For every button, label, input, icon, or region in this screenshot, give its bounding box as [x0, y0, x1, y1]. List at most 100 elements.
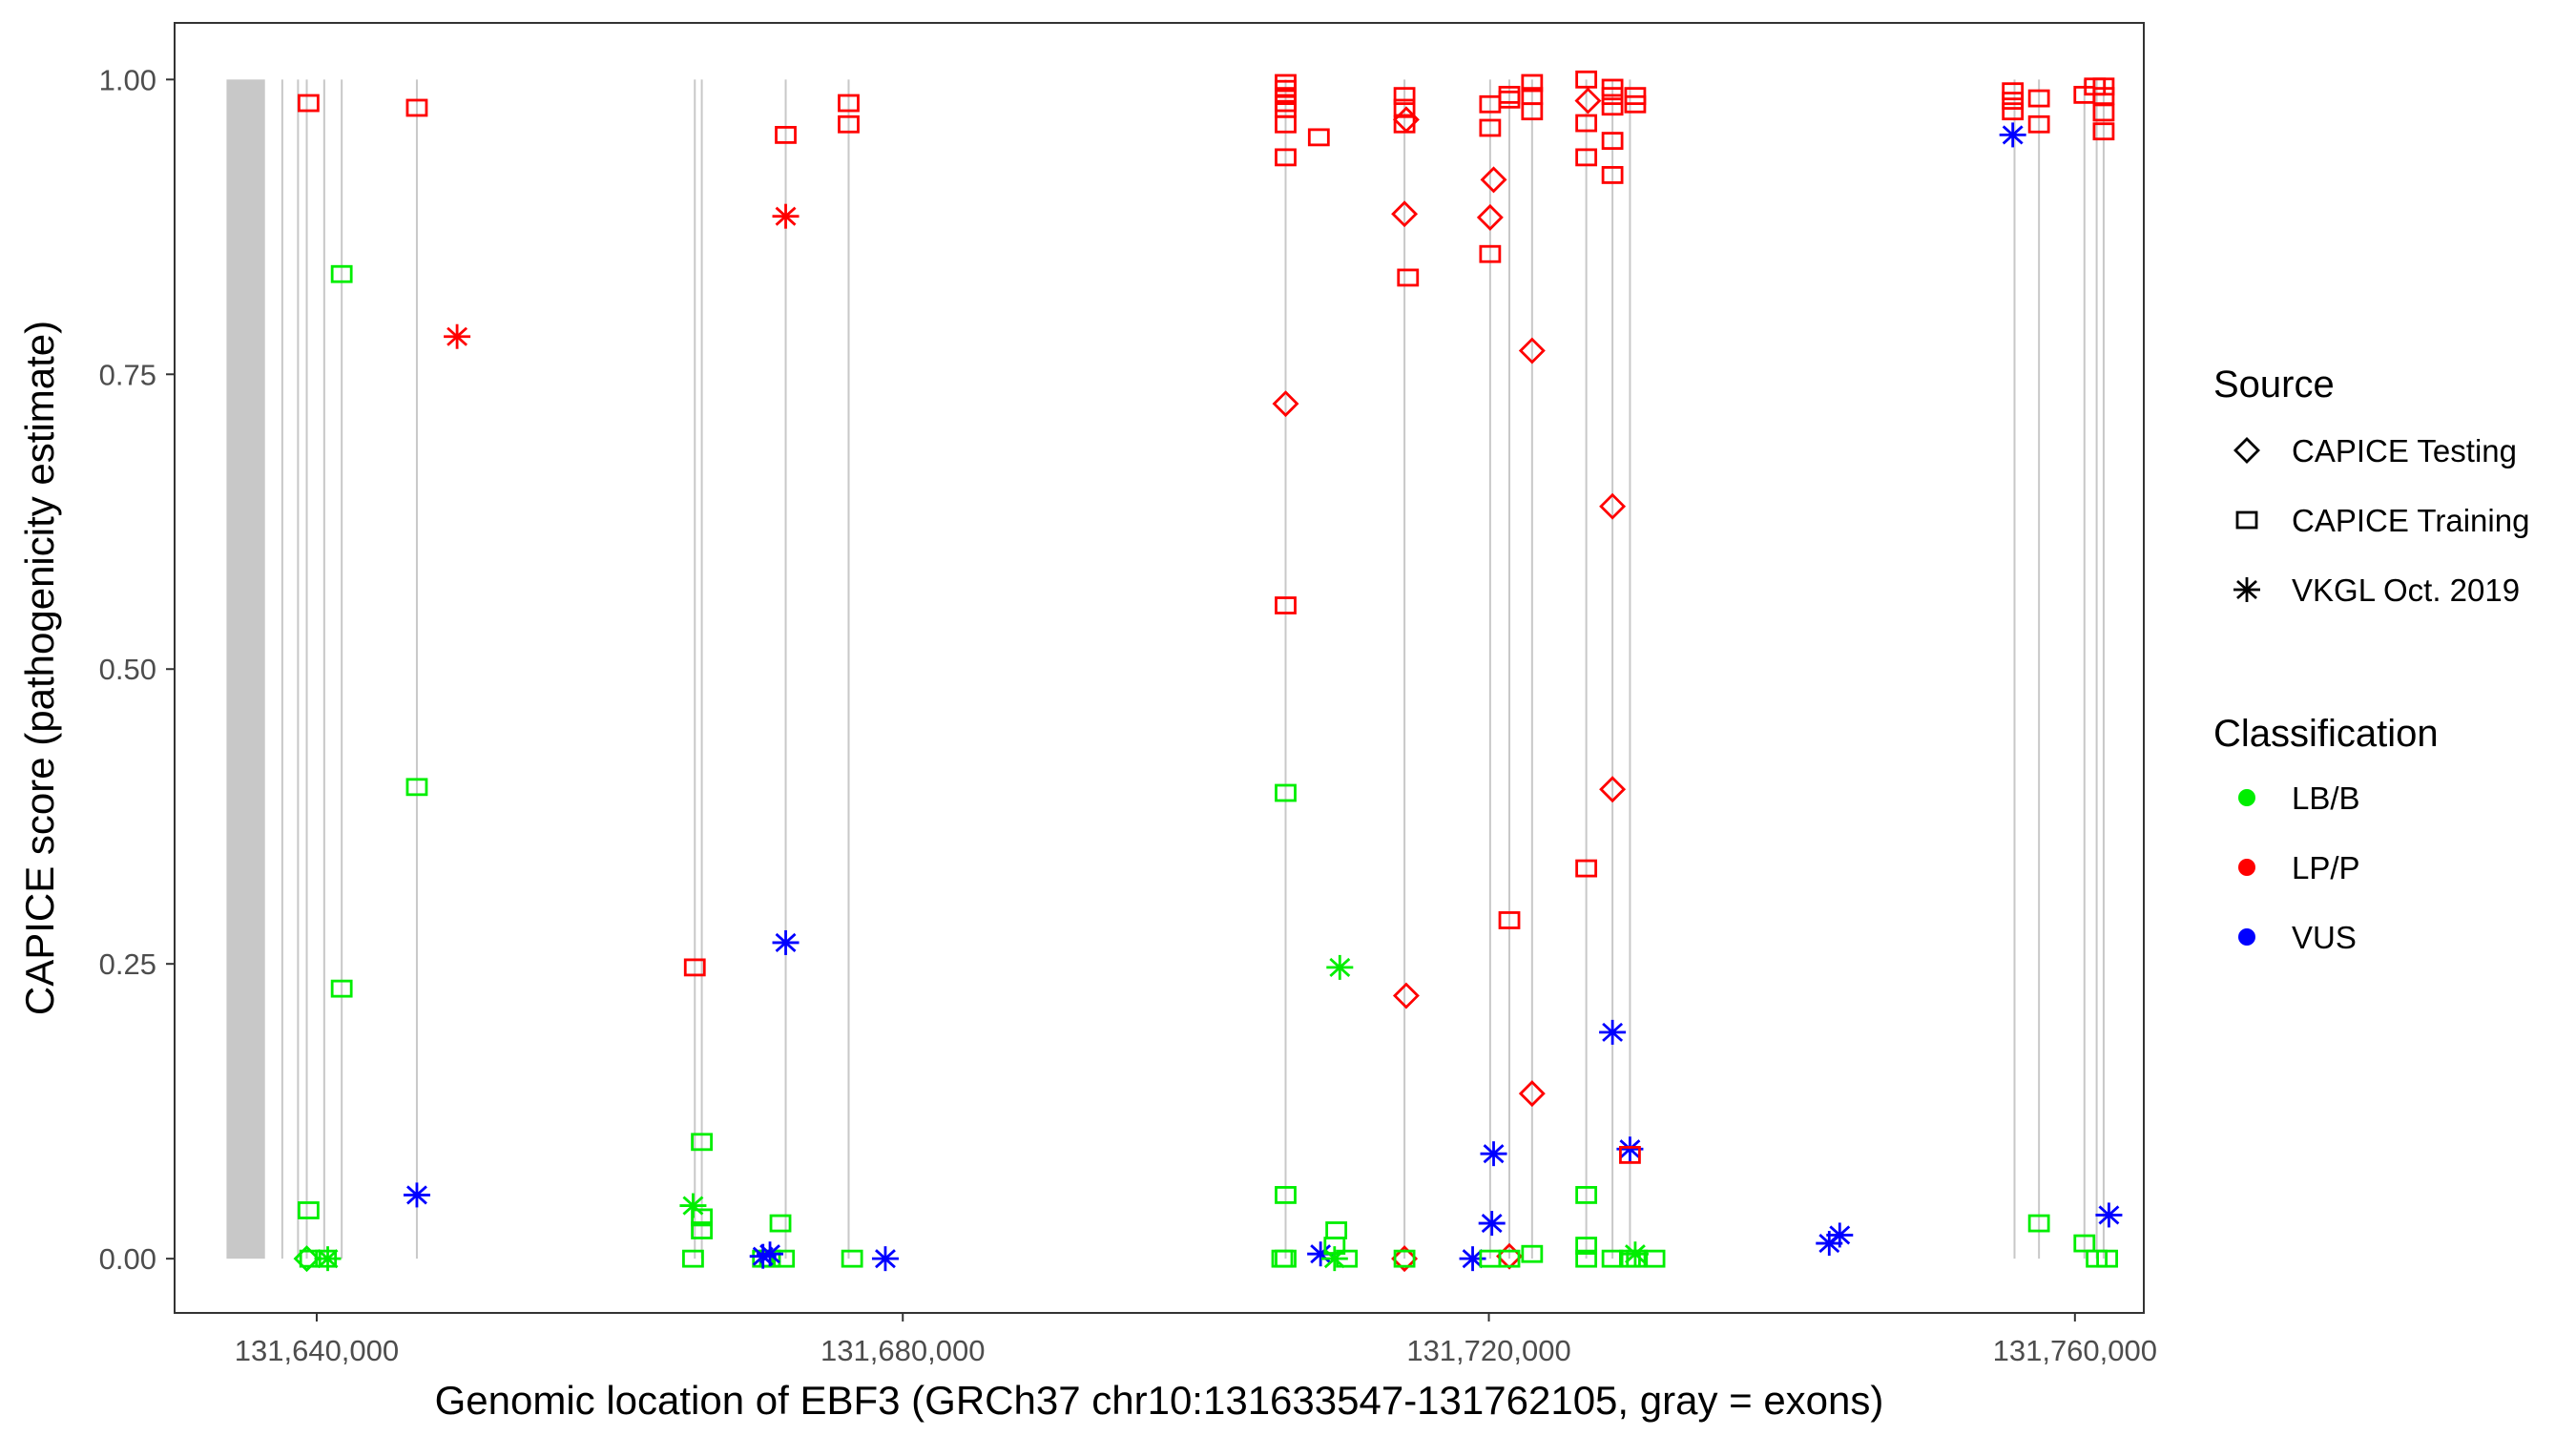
- data-point-training: [330, 979, 353, 998]
- data-point-vkgl: [1459, 1246, 1486, 1272]
- data-point-training: [1275, 114, 1297, 134]
- legend-item-label: CAPICE Training: [2292, 503, 2529, 538]
- data-point-testing: [1518, 337, 1546, 364]
- x-axis-title: Genomic location of EBF3 (GRCh37 chr10:1…: [435, 1378, 1884, 1423]
- data-point-training: [1393, 1249, 1416, 1268]
- data-point-training: [405, 98, 428, 117]
- data-point-testing: [1599, 492, 1627, 520]
- data-point-training: [1601, 87, 1624, 106]
- data-point-vkgl: [1599, 1019, 1627, 1045]
- y-tick-label: 0.00: [99, 1242, 156, 1276]
- data-point-testing: [1392, 982, 1420, 1009]
- data-point-training: [1619, 1249, 1641, 1268]
- data-point-testing: [1272, 390, 1299, 418]
- data-point-vkgl: [444, 323, 471, 349]
- data-point-training: [2092, 103, 2115, 122]
- data-point-testing: [1574, 87, 1602, 114]
- y-tick-label: 0.75: [99, 358, 156, 391]
- data-point-training: [1575, 114, 1598, 133]
- data-point-training: [1521, 102, 1544, 121]
- data-point-training: [1624, 94, 1647, 114]
- data-point-training: [1601, 1249, 1624, 1268]
- data-point-training: [1498, 911, 1521, 929]
- data-point-training: [683, 958, 706, 977]
- data-point-training: [2027, 114, 2050, 134]
- data-point-training: [2002, 82, 2025, 101]
- legend-asterisk-icon: [2233, 577, 2260, 602]
- data-point-training: [691, 1221, 713, 1239]
- data-point-training: [2073, 1234, 2096, 1253]
- x-tick-label: 131,640,000: [235, 1334, 399, 1367]
- data-point-testing: [1391, 1245, 1419, 1273]
- data-point-vkgl: [772, 929, 800, 955]
- data-point-testing: [1392, 106, 1420, 134]
- data-point-training: [1275, 783, 1297, 802]
- data-point-training: [1498, 90, 1521, 109]
- data-point-training: [1275, 148, 1297, 167]
- data-point-training: [838, 94, 860, 113]
- x-tick-label: 131,680,000: [821, 1334, 985, 1367]
- data-point-training: [1275, 596, 1297, 614]
- data-point-training: [1271, 1249, 1294, 1268]
- data-point-training: [838, 114, 860, 134]
- data-point-vkgl: [1826, 1222, 1854, 1248]
- data-point-training: [1479, 118, 1502, 137]
- data-point-vkgl: [1999, 122, 2026, 148]
- data-point-vkgl: [2095, 1202, 2123, 1228]
- y-axis-title: CAPICE score (pathogenicity estimate): [17, 321, 62, 1015]
- data-point-training: [1393, 87, 1416, 106]
- data-point-training: [1575, 1186, 1598, 1204]
- data-point-training: [405, 778, 428, 797]
- data-point-vkgl: [679, 1193, 707, 1218]
- data-points: [293, 70, 2123, 1273]
- data-point-vkgl: [871, 1246, 899, 1272]
- data-point-training: [1643, 1249, 1666, 1268]
- data-point-vkgl: [1326, 954, 1354, 980]
- data-point-training: [330, 264, 353, 283]
- data-point-vkgl: [403, 1182, 430, 1208]
- y-tick-label: 0.25: [99, 947, 156, 981]
- legend-item-label: CAPICE Testing: [2292, 433, 2517, 468]
- data-point-training: [691, 1208, 713, 1227]
- data-point-training: [1479, 244, 1502, 263]
- y-tick-label: 1.00: [99, 63, 156, 96]
- data-point-training: [1275, 1186, 1297, 1204]
- data-point-training: [1575, 148, 1598, 167]
- data-point-testing: [1599, 776, 1627, 803]
- data-point-testing: [1476, 203, 1504, 231]
- data-point-training: [1601, 132, 1624, 150]
- legend-square-icon: [2235, 510, 2258, 530]
- data-point-training: [1498, 1249, 1521, 1268]
- data-point-training: [775, 126, 797, 144]
- data-point-training: [2092, 77, 2115, 96]
- data-point-training: [1521, 1244, 1544, 1263]
- data-point-training: [691, 1133, 713, 1152]
- legend-item-label: LP/P: [2292, 850, 2360, 885]
- data-point-training: [2096, 1249, 2118, 1268]
- exon-band: [226, 79, 265, 1259]
- data-point-training: [1601, 166, 1624, 184]
- y-tick-label: 0.50: [99, 653, 156, 686]
- data-point-training: [297, 1201, 320, 1219]
- data-point-vkgl: [772, 203, 800, 229]
- data-point-testing: [293, 1245, 321, 1273]
- y-axis: 0.00 0.25 0.50 0.75 1.00: [99, 63, 175, 1276]
- data-point-vkgl: [1480, 1141, 1507, 1167]
- data-point-testing: [1518, 1080, 1546, 1108]
- data-point-training: [2027, 89, 2050, 108]
- data-point-training: [769, 1214, 792, 1233]
- data-point-training: [2092, 122, 2115, 141]
- data-point-training: [841, 1249, 863, 1268]
- data-point-training: [1619, 1145, 1641, 1164]
- data-point-training: [1325, 1221, 1348, 1239]
- legend-diamond-icon: [2233, 437, 2260, 464]
- legend-dot-icon: [2238, 928, 2255, 946]
- legend-dot-icon: [2238, 859, 2255, 876]
- data-point-training: [1575, 859, 1598, 878]
- data-point-training: [2002, 102, 2025, 121]
- data-point-testing: [1480, 166, 1507, 194]
- data-point-vkgl: [1478, 1211, 1506, 1237]
- legend-title-source: Source: [2213, 364, 2335, 406]
- data-point-training: [2002, 92, 2025, 110]
